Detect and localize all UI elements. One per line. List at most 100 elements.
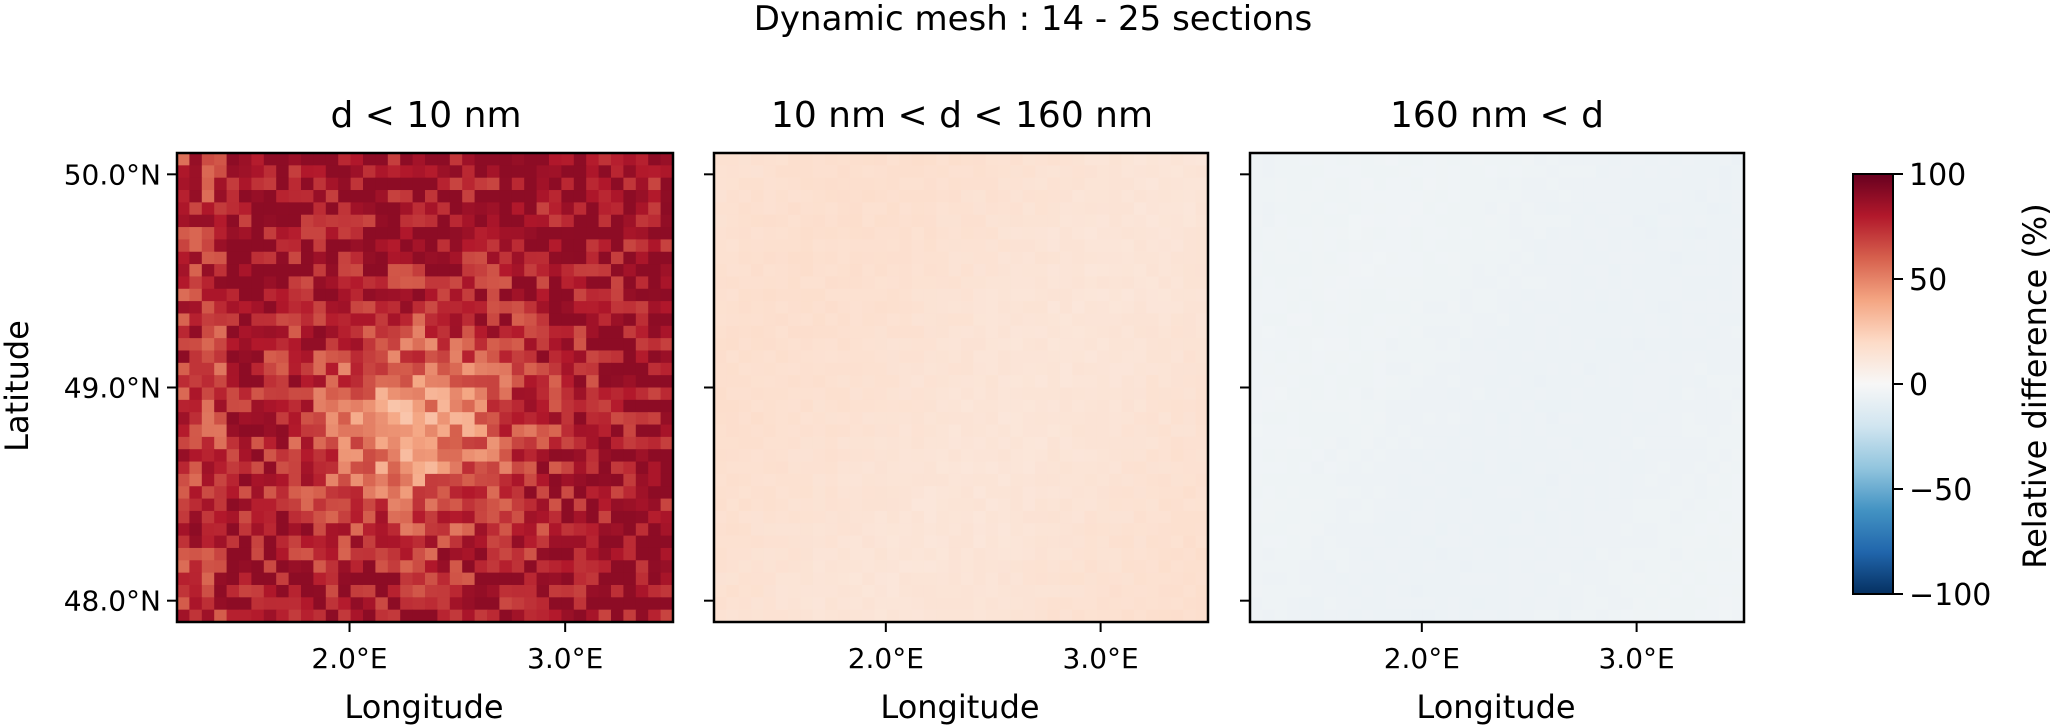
heatmap-cell [1170,584,1184,598]
heatmap-cell [812,597,826,611]
heatmap-cell [1719,547,1733,561]
heatmap-cell [1324,560,1338,574]
heatmap-cell [623,214,637,228]
heatmap-cell [998,449,1011,463]
heatmap-cell [177,473,190,487]
heatmap-cell [886,153,900,166]
heatmap-cell [474,177,488,191]
heatmap-cell [1447,239,1461,253]
heatmap-cell [1059,399,1073,413]
heatmap-cell [412,560,426,574]
heatmap-cell [1324,338,1338,352]
heatmap-cell [1348,412,1362,426]
heatmap-cell [899,547,913,561]
heatmap-cell [911,313,925,327]
heatmap-cell [886,597,900,611]
heatmap-cell [923,387,937,401]
heatmap-cell [1348,202,1362,216]
heatmap-cell [825,214,839,228]
heatmap-cell [487,523,500,537]
heatmap-cell [1595,424,1609,438]
heatmap-cell [1558,436,1572,450]
heatmap-cell [536,560,550,574]
heatmap-cell [635,177,649,191]
heatmap-cell [524,190,538,203]
heatmap-cell [524,214,538,228]
heatmap-cell [1096,449,1110,463]
heatmap-cell [886,362,900,376]
heatmap-cell [1146,473,1160,487]
heatmap-cell [363,350,376,364]
heatmap-cell [598,264,612,278]
heatmap-cell [573,436,587,450]
heatmap-cell [573,399,587,413]
heatmap-cell [363,473,376,487]
heatmap-cell [911,153,925,166]
heatmap-cell [623,375,637,389]
heatmap-cell [1731,239,1745,253]
heatmap-cell [1595,473,1609,487]
heatmap-cell [1645,560,1659,574]
heatmap-cell [800,177,814,191]
heatmap-cell [1035,375,1049,389]
heatmap-cell [1497,362,1510,376]
heatmap-cell [1669,227,1683,240]
heatmap-cell [586,572,600,586]
heatmap-cell [648,239,662,253]
heatmap-cell [301,436,314,450]
heatmap-cell [400,325,414,339]
heatmap-cell [1072,375,1086,389]
heatmap-cell [301,177,314,191]
heatmap-cell [1250,375,1263,389]
heatmap-cell [1645,449,1659,463]
heatmap-cell [1121,288,1135,302]
heatmap-cell [1146,153,1160,166]
heatmap-cell [985,375,999,389]
heatmap-cell [1497,547,1510,561]
heatmap-cell [276,165,290,179]
heatmap-cell [1262,338,1276,352]
heatmap-cell [549,350,562,364]
heatmap-cell [276,190,290,203]
heatmap-cell [1022,449,1036,463]
heatmap-cell [1595,264,1609,278]
heatmap-cell [1059,510,1073,524]
heatmap-cell [1385,251,1399,265]
panel-2-xlabel: Longitude [880,688,1039,726]
heatmap-cell [886,584,900,598]
heatmap-cell [886,264,900,278]
heatmap-cell [288,227,302,240]
heatmap-cell [1010,276,1024,290]
heatmap-cell [635,412,649,426]
heatmap-cell [886,165,900,179]
heatmap-cell [1534,498,1547,512]
heatmap-cell [251,510,265,524]
y-tick-label: 50.0°N [64,158,161,191]
panel-2-heatmap [714,153,1209,623]
heatmap-cell [1422,436,1436,450]
heatmap-cell [1250,325,1263,339]
heatmap-cell [487,165,500,179]
heatmap-cell [1459,239,1473,253]
heatmap-cell [1096,165,1110,179]
heatmap-cell [313,276,327,290]
heatmap-cell [1022,165,1036,179]
heatmap-cell [714,399,727,413]
heatmap-cell [263,325,277,339]
heatmap-cell [812,165,826,179]
heatmap-cell [948,177,962,191]
heatmap-cell [1183,325,1197,339]
heatmap-cell [288,375,302,389]
heatmap-cell [660,214,674,228]
heatmap-cell [1022,399,1036,413]
heatmap-cell [936,560,950,574]
heatmap-cell [936,412,950,426]
heatmap-cell [1435,214,1449,228]
heatmap-cell [763,227,777,240]
heatmap-cell [775,251,789,265]
heatmap-cell [387,301,401,315]
heatmap-cell [586,165,600,179]
heatmap-cell [985,202,999,216]
heatmap-cell [714,498,727,512]
heatmap-cell [1299,338,1313,352]
